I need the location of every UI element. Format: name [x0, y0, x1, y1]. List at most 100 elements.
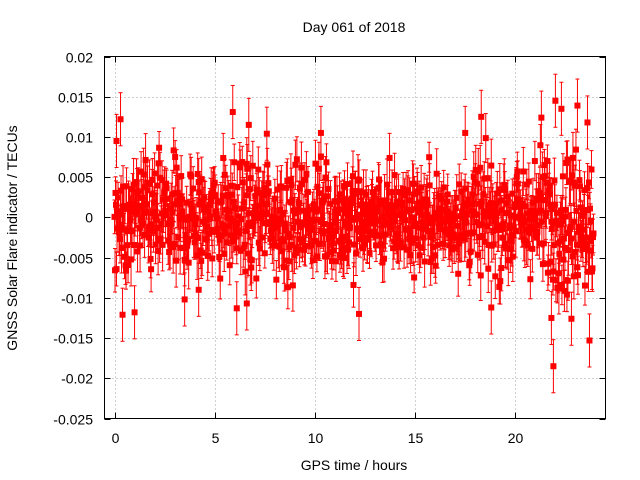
point-marker [490, 227, 497, 234]
point-marker [323, 193, 330, 200]
point-marker [315, 165, 322, 172]
point-marker [330, 247, 337, 254]
point-marker [347, 200, 354, 207]
point-marker [170, 147, 177, 154]
point-marker [558, 213, 565, 220]
point-marker [375, 184, 382, 191]
point-marker [571, 218, 578, 225]
point-marker [327, 222, 334, 229]
point-marker [546, 182, 553, 189]
point-marker [464, 201, 471, 208]
point-marker [534, 221, 541, 228]
point-marker [576, 183, 583, 190]
point-marker [423, 201, 430, 208]
point-marker [402, 217, 409, 224]
data-point [185, 235, 192, 290]
point-marker [270, 242, 277, 249]
point-marker [196, 189, 203, 196]
point-marker [490, 241, 497, 248]
data-point [195, 262, 202, 317]
point-marker [288, 241, 295, 248]
point-marker [135, 188, 142, 195]
point-marker [248, 264, 255, 271]
point-marker [560, 256, 567, 263]
point-marker [260, 201, 267, 208]
point-marker [584, 119, 591, 126]
point-marker [191, 239, 198, 246]
point-marker [458, 188, 465, 195]
point-marker [541, 173, 548, 180]
point-marker [366, 249, 373, 256]
point-marker [170, 244, 177, 251]
data-point [128, 232, 135, 287]
point-marker [159, 241, 166, 248]
point-marker [218, 198, 225, 205]
point-marker [457, 235, 464, 242]
point-marker [534, 229, 541, 236]
point-marker [390, 245, 397, 252]
point-marker [137, 242, 144, 249]
point-marker [179, 196, 186, 203]
point-marker [427, 214, 434, 221]
point-marker [298, 164, 305, 171]
data-point [117, 92, 124, 147]
point-marker [189, 212, 196, 219]
point-marker [568, 315, 575, 322]
point-marker [461, 202, 468, 209]
point-marker [540, 240, 547, 247]
point-marker [564, 277, 571, 284]
point-marker [241, 241, 248, 248]
point-marker [231, 159, 238, 166]
point-marker [578, 233, 585, 240]
point-marker [549, 206, 556, 213]
point-marker [246, 210, 253, 217]
point-marker [372, 232, 379, 239]
point-marker [304, 189, 311, 196]
x-tick-label: 10 [308, 430, 324, 446]
point-marker [520, 168, 527, 175]
point-marker [152, 209, 159, 216]
data-point [495, 212, 502, 248]
y-tick-label: -0.025 [53, 412, 93, 428]
point-marker [414, 189, 421, 196]
point-marker [181, 296, 188, 303]
point-marker [521, 217, 528, 224]
point-marker [505, 257, 512, 264]
point-marker [514, 168, 521, 175]
point-marker [280, 238, 287, 245]
point-marker [393, 198, 400, 205]
point-marker [419, 219, 426, 226]
point-marker [427, 259, 434, 266]
point-marker [585, 268, 592, 275]
point-marker [196, 201, 203, 208]
point-marker [220, 224, 227, 231]
point-marker [339, 248, 346, 255]
point-marker [342, 210, 349, 217]
point-marker [289, 196, 296, 203]
point-marker [195, 286, 202, 293]
point-marker [392, 203, 399, 210]
point-marker [551, 177, 558, 184]
point-marker [446, 242, 453, 249]
point-marker [160, 196, 167, 203]
point-marker [544, 269, 551, 276]
point-marker [417, 244, 424, 251]
point-marker [481, 175, 488, 182]
point-marker [452, 215, 459, 222]
data-point [564, 260, 571, 301]
point-marker [175, 234, 182, 241]
point-marker [570, 273, 577, 280]
point-marker [354, 225, 361, 232]
point-marker [141, 232, 148, 239]
point-marker [318, 216, 325, 223]
point-marker [239, 159, 246, 166]
point-marker [388, 204, 395, 211]
point-marker [577, 241, 584, 248]
point-marker [531, 158, 538, 165]
point-marker [316, 190, 323, 197]
point-marker [512, 213, 519, 220]
point-marker [403, 208, 410, 215]
point-marker [348, 195, 355, 202]
point-marker [588, 268, 595, 275]
point-marker [556, 238, 563, 245]
